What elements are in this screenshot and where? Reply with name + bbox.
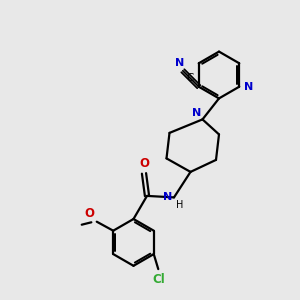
Text: C: C bbox=[187, 73, 194, 83]
Text: O: O bbox=[139, 157, 149, 169]
Text: Cl: Cl bbox=[152, 273, 165, 286]
Text: N: N bbox=[192, 108, 201, 118]
Text: H: H bbox=[176, 200, 184, 210]
Text: O: O bbox=[84, 207, 94, 220]
Text: N: N bbox=[163, 192, 172, 203]
Text: N: N bbox=[244, 82, 253, 92]
Text: N: N bbox=[175, 58, 184, 68]
